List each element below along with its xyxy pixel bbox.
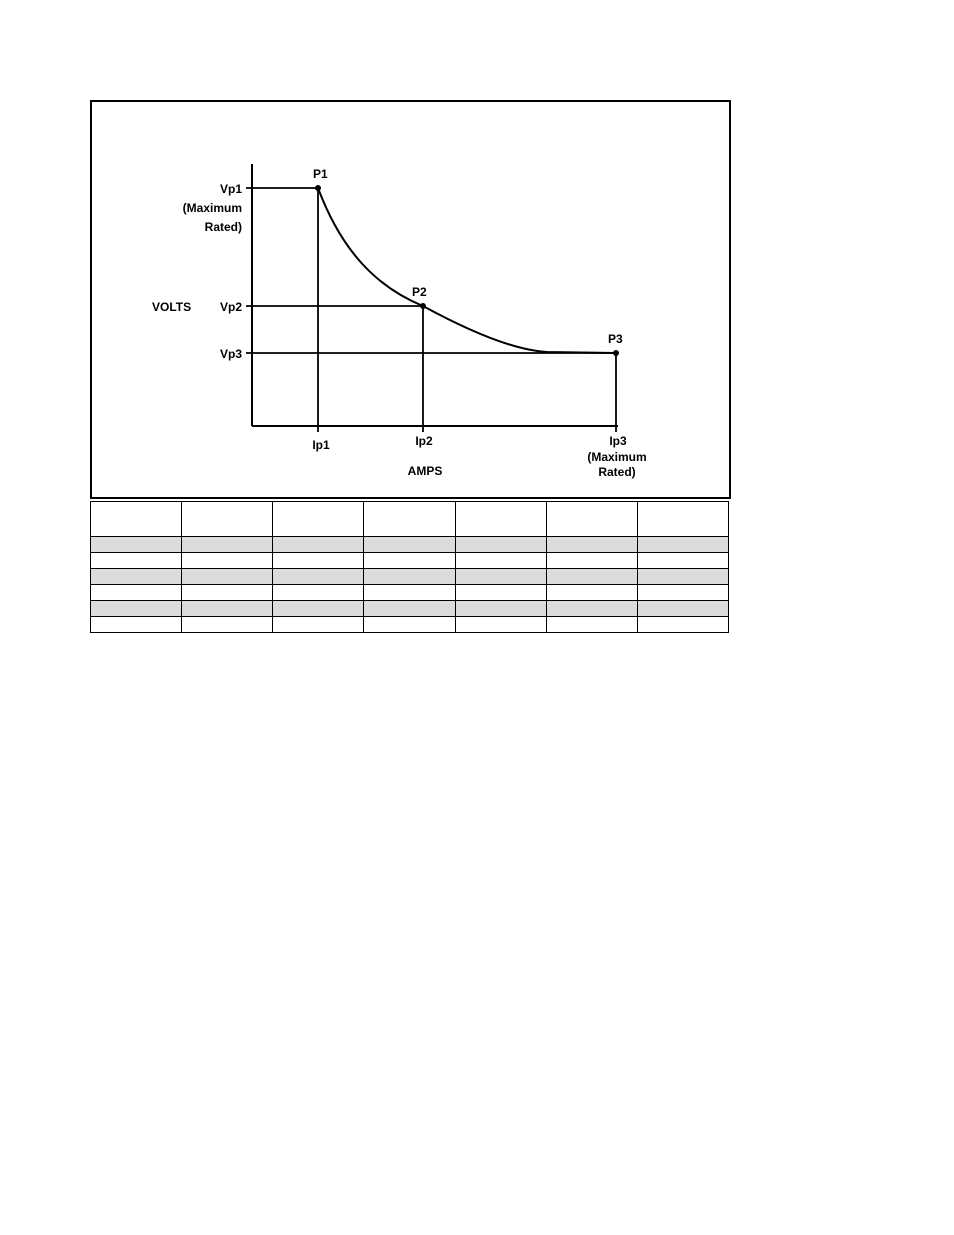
table-cell — [636, 600, 730, 617]
table-cell — [363, 568, 456, 585]
table-row — [89, 584, 730, 601]
table-cell — [363, 501, 456, 537]
table-row — [89, 552, 730, 569]
ip3-note-line1: (Maximum — [587, 450, 646, 464]
table-cell — [636, 552, 730, 569]
table-cell — [272, 616, 365, 633]
table-cell — [89, 600, 183, 617]
table-cell — [363, 552, 456, 569]
vp1-note-line2: Rated) — [205, 220, 242, 234]
table-cell — [636, 536, 730, 553]
table-cell — [636, 568, 730, 585]
table-cell — [89, 616, 183, 633]
table-cell — [454, 552, 547, 569]
table-cell — [545, 568, 638, 585]
table-header-row — [89, 501, 730, 537]
blank-table-body — [89, 501, 730, 633]
y-tick-vp1: Vp1 — [220, 182, 242, 196]
ip3-note-line2: Rated) — [598, 465, 635, 479]
y-tick-vp2: Vp2 — [220, 300, 242, 314]
table-cell — [454, 600, 547, 617]
point-p2-label: P2 — [412, 285, 427, 299]
table-cell — [454, 501, 547, 537]
table-cell — [545, 600, 638, 617]
table-cell — [545, 616, 638, 633]
table-cell — [181, 536, 274, 553]
table-cell — [454, 616, 547, 633]
table-cell — [89, 552, 183, 569]
power-curve-diagram: P1 P2 P3 VOLTS Vp1 (Maximum Rated) Vp2 V… — [152, 164, 647, 479]
x-tick-ip2: Ip2 — [415, 434, 433, 448]
table-cell — [363, 616, 456, 633]
table-cell — [89, 584, 183, 601]
table-cell — [272, 536, 365, 553]
table-cell — [545, 584, 638, 601]
table-row — [89, 600, 730, 617]
table-cell — [181, 600, 274, 617]
table-cell — [181, 584, 274, 601]
table-cell — [363, 600, 456, 617]
point-p1-marker — [315, 185, 321, 191]
point-p3-marker — [613, 350, 619, 356]
table-cell — [363, 584, 456, 601]
figure-frame: P1 P2 P3 VOLTS Vp1 (Maximum Rated) Vp2 V… — [90, 100, 731, 499]
table-row — [89, 568, 730, 585]
power-curve — [317, 187, 617, 354]
table-cell — [545, 552, 638, 569]
table-cell — [636, 616, 730, 633]
point-p3-label: P3 — [608, 332, 623, 346]
table-cell — [272, 600, 365, 617]
table-cell — [89, 536, 183, 553]
point-p2-marker — [420, 303, 426, 309]
table-cell — [636, 584, 730, 601]
table-cell — [272, 552, 365, 569]
x-tick-ip1: Ip1 — [312, 438, 330, 452]
table-cell — [272, 568, 365, 585]
table-cell — [181, 616, 274, 633]
y-tick-vp3: Vp3 — [220, 347, 242, 361]
vp1-note-line1: (Maximum — [183, 201, 242, 215]
table-cell — [89, 501, 183, 537]
table-cell — [181, 568, 274, 585]
blank-data-table — [89, 501, 730, 633]
table-row — [89, 536, 730, 553]
table-cell — [545, 501, 638, 537]
table-cell — [181, 552, 274, 569]
table-cell — [454, 568, 547, 585]
x-tick-ip3: Ip3 — [609, 434, 627, 448]
table-cell — [545, 536, 638, 553]
x-axis-label: AMPS — [408, 464, 443, 478]
table-row — [89, 616, 730, 633]
table-cell — [363, 536, 456, 553]
table-cell — [272, 501, 365, 537]
table-cell — [181, 501, 274, 537]
table-cell — [454, 584, 547, 601]
table-cell — [272, 584, 365, 601]
y-axis-label: VOLTS — [152, 300, 191, 314]
table-cell — [636, 501, 730, 537]
table-cell — [89, 568, 183, 585]
table-cell — [454, 536, 547, 553]
point-p1-label: P1 — [313, 167, 328, 181]
